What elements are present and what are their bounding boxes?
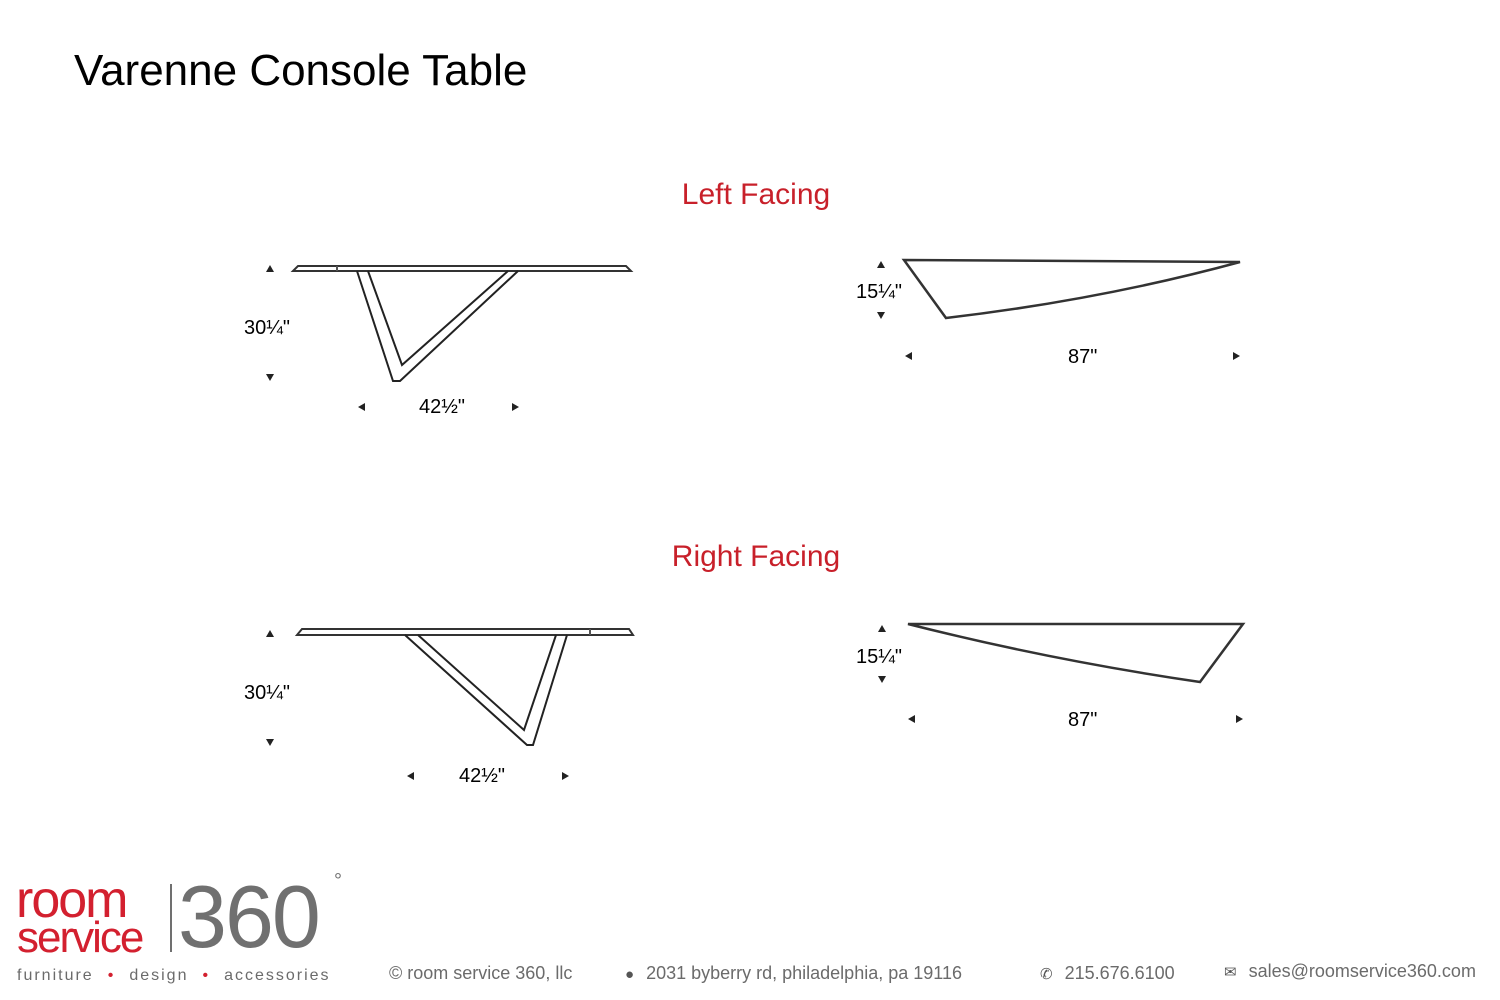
- arrow-down-icon: [266, 374, 274, 381]
- arrow-right-icon: [562, 772, 569, 780]
- logo-number: 360: [178, 867, 321, 966]
- arrow-left-icon: [908, 715, 915, 723]
- arrow-right-icon: [512, 403, 519, 411]
- address: ● 2031 byberry rd, philadelphia, pa 19116: [625, 963, 962, 984]
- phone-text[interactable]: 215.676.6100: [1064, 963, 1175, 983]
- arrow-up-icon: [878, 625, 886, 632]
- arrow-down-icon: [878, 676, 886, 683]
- left-facing-side-view: [290, 265, 634, 382]
- arrow-down-icon: [266, 739, 274, 746]
- logo-degree: °: [334, 870, 342, 892]
- arrow-up-icon: [266, 265, 274, 272]
- logo-text-service: service: [17, 913, 144, 962]
- tagline-item: design: [129, 967, 189, 984]
- depth-dimension: 42½": [459, 765, 506, 787]
- left-facing-top-view: [901, 258, 1241, 320]
- right-facing-side-view: [294, 628, 635, 746]
- arrow-left-icon: [905, 352, 912, 360]
- section-title-right-facing: Right Facing: [671, 540, 841, 573]
- arrow-right-icon: [1236, 715, 1243, 723]
- envelope-icon: ✉: [1224, 964, 1237, 981]
- map-pin-icon: ●: [625, 966, 635, 983]
- right-facing-top-view: [907, 622, 1246, 684]
- height-dimension: 30¼": [244, 317, 291, 339]
- tagline: furniture • design • accessories: [17, 967, 331, 984]
- top-depth-dimension: 15¼": [856, 281, 903, 303]
- width-dimension: 87": [1068, 346, 1098, 368]
- height-dimension: 30¼": [244, 682, 291, 704]
- width-dimension: 87": [1068, 709, 1098, 731]
- tagline-item: furniture: [17, 967, 94, 984]
- arrow-up-icon: [266, 630, 274, 637]
- tagline-item: accessories: [224, 967, 331, 984]
- copyright: © room service 360, llc: [389, 963, 573, 983]
- page-title: Varenne Console Table: [74, 46, 528, 95]
- arrow-down-icon: [877, 312, 885, 319]
- logo-text-room: room: [16, 871, 128, 929]
- section-title-left-facing: Left Facing: [681, 178, 831, 211]
- address-text: 2031 byberry rd, philadelphia, pa 19116: [646, 963, 962, 983]
- arrow-left-icon: [407, 772, 414, 780]
- arrow-up-icon: [877, 261, 885, 268]
- phone-icon: ✆: [1040, 966, 1053, 983]
- arrow-right-icon: [1233, 352, 1240, 360]
- arrow-left-icon: [358, 403, 365, 411]
- top-depth-dimension: 15¼": [856, 646, 903, 668]
- email: ✉ sales@roomservice360.com: [1224, 961, 1476, 982]
- phone: ✆ 215.676.6100: [1040, 963, 1175, 984]
- logo-divider: [170, 884, 172, 952]
- depth-dimension: 42½": [419, 396, 466, 418]
- email-link[interactable]: sales@roomservice360.com: [1248, 961, 1476, 981]
